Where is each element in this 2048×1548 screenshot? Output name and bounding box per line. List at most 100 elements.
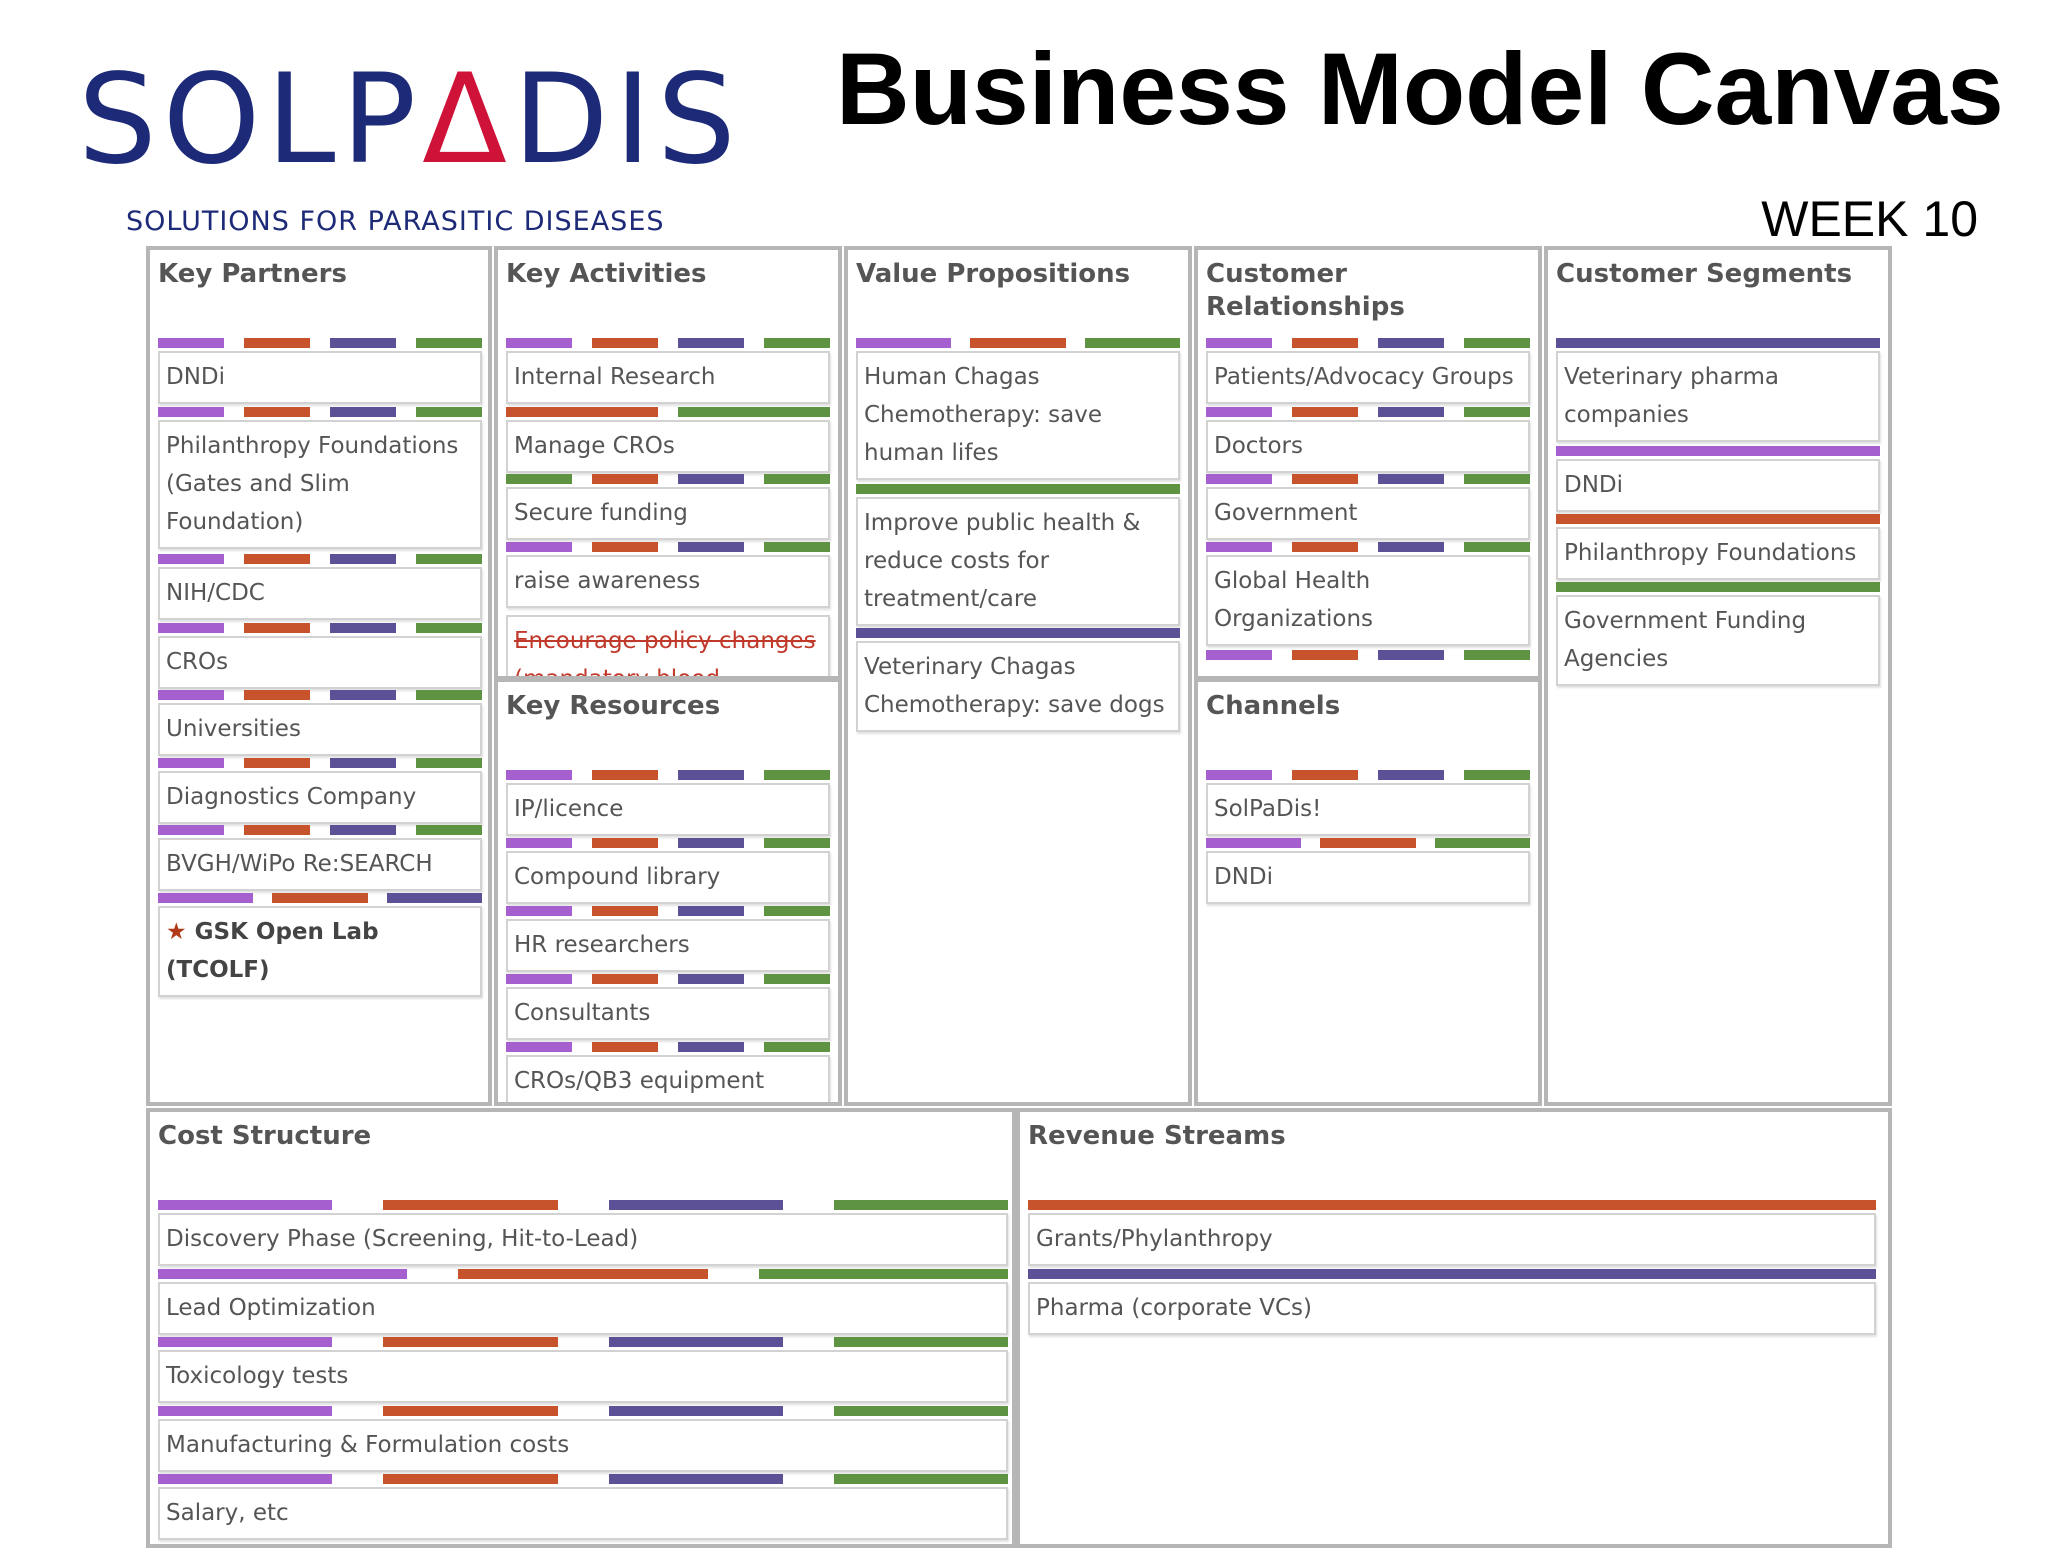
tag-bar-green xyxy=(833,1337,1008,1347)
tag-bar-slate xyxy=(1377,338,1445,348)
tag-bars xyxy=(1206,650,1530,660)
tag-bars xyxy=(1206,338,1530,348)
panel-cost-structure: Cost Structure Discovery Phase (Screenin… xyxy=(146,1108,1016,1548)
tag-bar-slate xyxy=(608,1474,783,1484)
tag-bars xyxy=(506,838,830,848)
note-item: Pharma (corporate VCs) xyxy=(1028,1269,1876,1335)
tag-bars xyxy=(158,1474,1008,1484)
tag-bar-slate xyxy=(1377,650,1445,660)
tag-bar-slate xyxy=(329,825,397,835)
note-item: Philanthropy Foundations (Gates and Slim… xyxy=(158,407,482,549)
panel-title: Value Propositions xyxy=(856,259,1131,289)
tag-bar-green xyxy=(677,407,830,417)
tag-bar-green xyxy=(758,1269,1008,1279)
tag-bar-slate xyxy=(1028,1269,1876,1279)
tag-bar-purple xyxy=(158,623,225,633)
sticky-note: Toxicology tests xyxy=(158,1350,1008,1403)
logo-text: SOLPΔDIS xyxy=(78,48,742,192)
panel-title: Key Activities xyxy=(506,259,707,289)
star-icon: ★ xyxy=(166,919,187,945)
note-item: BVGH/WiPo Re:SEARCH xyxy=(158,825,482,891)
tag-bar-slate xyxy=(677,974,745,984)
tag-bars xyxy=(158,338,482,348)
tag-bars xyxy=(158,1269,1008,1279)
tag-bars xyxy=(158,1337,1008,1347)
panel-title: Customer Relationships xyxy=(1206,259,1405,322)
tag-bars xyxy=(1206,407,1530,417)
tag-bar-orange xyxy=(1291,338,1359,348)
tag-bar-purple xyxy=(1206,338,1273,348)
sticky-note: Improve public health & reduce costs for… xyxy=(856,497,1180,626)
tag-bars xyxy=(506,906,830,916)
tag-bars xyxy=(856,484,1180,494)
note-item: Government xyxy=(1206,474,1530,540)
sticky-note-highlighted: ★ GSK Open Lab (TCOLF) xyxy=(158,906,482,997)
tag-bars xyxy=(1206,838,1531,848)
tag-bar-orange xyxy=(243,825,311,835)
tag-bar-slate xyxy=(1377,407,1445,417)
tag-bar-purple xyxy=(158,1474,333,1484)
tag-bar-slate xyxy=(856,628,1180,638)
week-label: WEEK 10 xyxy=(1761,191,1978,247)
tag-bar-green xyxy=(506,474,573,484)
sticky-note: BVGH/WiPo Re:SEARCH xyxy=(158,838,482,891)
tag-bar-orange xyxy=(591,1042,659,1052)
sticky-note: Government Funding Agencies xyxy=(1556,595,1880,686)
tag-bar-orange xyxy=(243,554,311,564)
tag-bar-slate xyxy=(677,770,745,780)
tag-bars xyxy=(158,554,482,564)
tag-bar-orange xyxy=(506,407,659,417)
tag-bar-green xyxy=(415,690,482,700)
tag-bar-orange xyxy=(243,407,311,417)
sticky-note: DNDi xyxy=(158,351,482,404)
tag-bars xyxy=(1206,542,1530,552)
tag-bar-orange xyxy=(591,974,659,984)
note-item: Secure funding xyxy=(506,474,830,540)
tag-bar-orange xyxy=(458,1269,708,1279)
tag-bars xyxy=(158,407,482,417)
sticky-note: Consultants xyxy=(506,987,830,1040)
tag-bar-green xyxy=(1463,338,1530,348)
tag-bar-orange xyxy=(591,770,659,780)
tag-bar-purple xyxy=(1206,650,1273,660)
tag-bar-orange xyxy=(383,1200,558,1210)
tag-bars xyxy=(1556,338,1880,348)
note-item: Encourage policy changes (mandatory bloo… xyxy=(506,612,830,676)
tag-bar-purple xyxy=(506,770,573,780)
tag-bar-purple xyxy=(1206,474,1273,484)
tag-bar-purple xyxy=(158,407,225,417)
tag-bars xyxy=(158,690,482,700)
tag-bars xyxy=(158,1200,1008,1210)
panel-title: Customer Segments xyxy=(1556,259,1853,289)
note-item: Manage CROs xyxy=(506,407,830,473)
panel-customer-relationships: Customer Relationships Patients/Advocacy… xyxy=(1194,246,1542,680)
sticky-note: Human Chagas Chemotherapy: save human li… xyxy=(856,351,1180,480)
tag-bar-orange xyxy=(1028,1200,1876,1210)
tag-bar-orange xyxy=(591,542,659,552)
tag-bar-purple xyxy=(158,825,225,835)
sticky-note: NIH/CDC xyxy=(158,567,482,620)
logo-tagline: SOLUTIONS FOR PARASITIC DISEASES xyxy=(126,206,665,237)
tag-bar-purple xyxy=(506,906,573,916)
tag-bar-slate xyxy=(1556,338,1880,348)
note-item: Veterinary pharma companies xyxy=(1556,338,1880,442)
tag-bar-slate xyxy=(329,338,397,348)
tag-bar-green xyxy=(1463,474,1530,484)
tag-bar-slate xyxy=(608,1200,783,1210)
tag-bars xyxy=(1556,582,1880,592)
note-item: Compound library xyxy=(506,838,830,904)
sticky-note-struck: Encourage policy changes (mandatory bloo… xyxy=(506,615,830,676)
tag-bar-purple xyxy=(1206,542,1273,552)
tag-bar-purple xyxy=(1206,770,1273,780)
note-item: Government Funding Agencies xyxy=(1556,582,1880,686)
sticky-note: Manage CROs xyxy=(506,420,830,473)
tag-bars xyxy=(506,474,830,484)
tag-bar-green xyxy=(1463,650,1530,660)
tag-bars xyxy=(158,758,482,768)
note-item: Human Chagas Chemotherapy: save human li… xyxy=(856,338,1181,480)
note-item: Consultants xyxy=(506,974,830,1040)
panel-title: Key Resources xyxy=(506,691,721,721)
tag-bars xyxy=(1028,1200,1876,1210)
tag-bar-slate xyxy=(677,906,745,916)
sticky-note: Pharma (corporate VCs) xyxy=(1028,1282,1876,1335)
